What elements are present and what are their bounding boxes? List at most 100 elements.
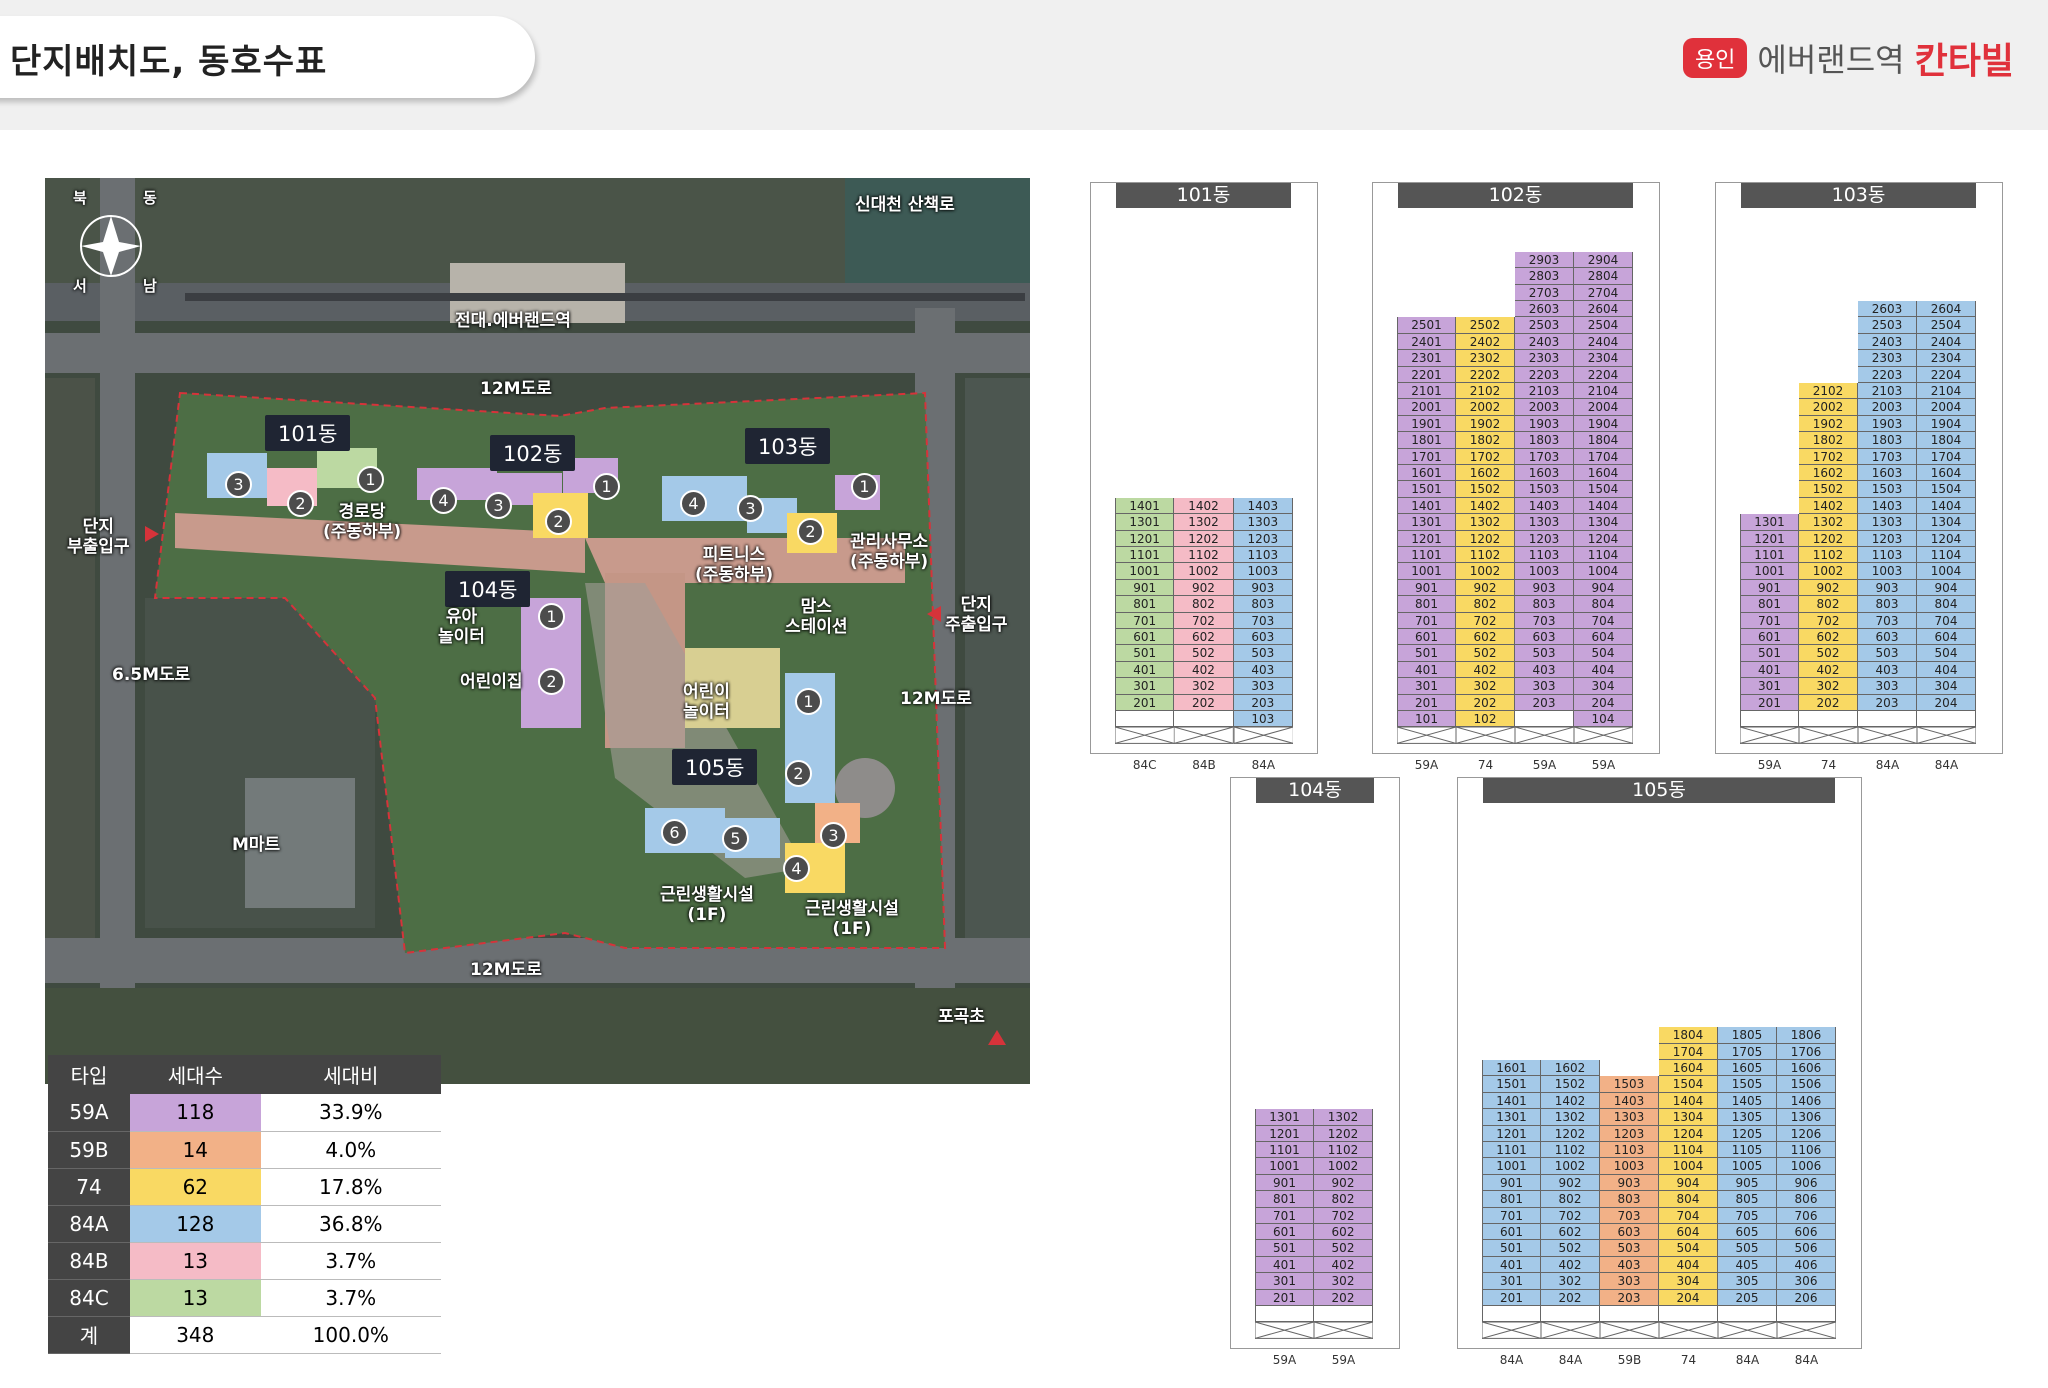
unit-cell: 1306 <box>1777 1109 1836 1126</box>
unit-cell: 1803 <box>1515 432 1574 449</box>
unit-cell: 1403 <box>1233 497 1293 515</box>
road-label-north: 12M도로 <box>480 379 552 399</box>
unit-cell: 203 <box>1600 1289 1659 1306</box>
unit-cell: 701 <box>1255 1207 1314 1224</box>
unit-cell: 2804 <box>1574 268 1633 285</box>
unit-cell: 702 <box>1174 612 1234 629</box>
unit-cell: 1804 <box>1659 1027 1718 1044</box>
unit-cell: 1104 <box>1659 1142 1718 1159</box>
pilotis-icon <box>1456 727 1515 744</box>
unit-cell: 1104 <box>1574 547 1633 564</box>
unit-column-type-label: 84A <box>1934 757 1959 772</box>
unit-cell: 301 <box>1115 678 1175 695</box>
unit-cell: 1802 <box>1456 432 1515 449</box>
entrance-main-marker <box>927 606 941 622</box>
unit-panel: 102동 101 201 301 401 501 601 701 801 901 1001 1101 1… <box>1372 182 1660 772</box>
unit-cell: 1203 <box>1515 530 1574 547</box>
unit-cell: 801 <box>1115 596 1175 613</box>
unit-cell: 801 <box>1740 596 1799 613</box>
unit-panel: 101동 201 301 401 501 601 701 801 901 1001 1101 1201… <box>1090 182 1318 772</box>
unit-cell: 202 <box>1799 694 1858 711</box>
facility-management-office: 관리사무소 (주동하부) <box>850 532 929 572</box>
unit-cell: 1604 <box>1574 465 1633 482</box>
unit-cell: 1504 <box>1917 481 1976 498</box>
unit-cell: 902 <box>1541 1174 1600 1192</box>
unit-cell: 1801 <box>1397 432 1456 449</box>
entrance-main: 단지 주출입구 <box>945 595 1008 635</box>
unit-cell-empty <box>1777 1306 1836 1323</box>
unit-cell: 1904 <box>1574 415 1633 433</box>
unit-cell: 1402 <box>1541 1092 1600 1110</box>
unit-cell: 2201 <box>1397 366 1456 383</box>
unit-cell: 1502 <box>1541 1076 1600 1093</box>
legend-header-row: 타입 세대수 세대비 <box>48 1055 441 1094</box>
unit-cell: 2503 <box>1515 317 1574 334</box>
unit-cell: 202 <box>1456 694 1515 711</box>
unit-cell: 103 <box>1233 711 1293 728</box>
unit-cell: 1301 <box>1482 1109 1541 1126</box>
unit-cell-empty <box>1917 711 1976 728</box>
unit-cell-empty <box>1541 1306 1600 1323</box>
unit-cell: 1804 <box>1917 432 1976 449</box>
unit-cell: 501 <box>1255 1240 1314 1257</box>
unit-cell: 902 <box>1799 579 1858 597</box>
unit-cell: 404 <box>1574 661 1633 679</box>
unit-cell: 1704 <box>1574 448 1633 465</box>
unit-cell: 704 <box>1574 612 1633 629</box>
unit-cell: 403 <box>1600 1256 1659 1274</box>
pilotis-icon <box>1777 1322 1836 1339</box>
unit-cell: 1004 <box>1659 1158 1718 1175</box>
compass-east: 동 <box>143 189 157 207</box>
unit-cell: 1303 <box>1858 514 1917 531</box>
unit-cell: 2203 <box>1858 366 1917 383</box>
unit-cell: 1003 <box>1515 563 1574 580</box>
unit-cell: 2401 <box>1397 333 1456 351</box>
unit-cell: 704 <box>1659 1207 1718 1224</box>
unit-cell: 902 <box>1174 579 1234 597</box>
unit-cell: 701 <box>1482 1207 1541 1224</box>
unit-cell: 602 <box>1314 1224 1373 1241</box>
unit-cell: 1501 <box>1397 481 1456 498</box>
unit-cell: 505 <box>1718 1240 1777 1257</box>
unit-cell: 202 <box>1541 1289 1600 1306</box>
unit-cell: 701 <box>1115 612 1175 629</box>
unit-cell: 1703 <box>1515 448 1574 465</box>
unit-cell: 1203 <box>1858 530 1917 547</box>
unit-cell: 2703 <box>1515 284 1574 301</box>
unit-cell: 1103 <box>1515 547 1574 564</box>
pin-105-6: 6 <box>661 819 688 846</box>
unit-cell: 606 <box>1777 1224 1836 1241</box>
facility-senior-center: 경로당 (주동하부) <box>323 502 402 542</box>
unit-cell: 303 <box>1233 678 1293 695</box>
pin-104-2: 2 <box>538 668 565 695</box>
unit-cell: 901 <box>1397 579 1456 597</box>
unit-cell: 1202 <box>1174 530 1234 547</box>
unit-cell: 402 <box>1456 661 1515 679</box>
pilotis-icon <box>1233 727 1293 744</box>
unit-cell: 2002 <box>1456 399 1515 416</box>
site-plan-map: 북 동 남 서 신대천 산책로 12M도로 6.5M도로 12M도로 12M도로… <box>45 178 1030 1084</box>
unit-panel: 105동 201 301 401 501 601 701 801 901 1001 1101 1201… <box>1457 777 1862 1367</box>
unit-cell: 903 <box>1858 579 1917 597</box>
unit-cell: 1902 <box>1456 415 1515 433</box>
unit-cell: 1005 <box>1718 1158 1777 1175</box>
unit-cell: 201 <box>1482 1289 1541 1306</box>
legend-ratio: 36.8% <box>260 1205 441 1243</box>
unit-cell: 601 <box>1115 629 1175 646</box>
unit-cell: 703 <box>1600 1207 1659 1224</box>
unit-cell: 301 <box>1740 678 1799 695</box>
unit-cell: 203 <box>1233 694 1293 711</box>
unit-cell: 1506 <box>1777 1076 1836 1093</box>
unit-column-type-label: 84A <box>1251 757 1276 772</box>
unit-cell: 2003 <box>1515 399 1574 416</box>
unit-cell: 1902 <box>1799 415 1858 433</box>
unit-cell: 2603 <box>1858 301 1917 318</box>
legend-total-row: 계 348 100.0% <box>48 1316 441 1354</box>
unit-cell: 1301 <box>1740 514 1799 531</box>
unit-cell: 1604 <box>1917 465 1976 482</box>
unit-cell: 1204 <box>1574 530 1633 547</box>
unit-cell: 503 <box>1600 1240 1659 1257</box>
legend-row: 59A 118 33.9% <box>48 1094 441 1132</box>
unit-cell: 204 <box>1917 694 1976 711</box>
unit-cell: 406 <box>1777 1256 1836 1274</box>
